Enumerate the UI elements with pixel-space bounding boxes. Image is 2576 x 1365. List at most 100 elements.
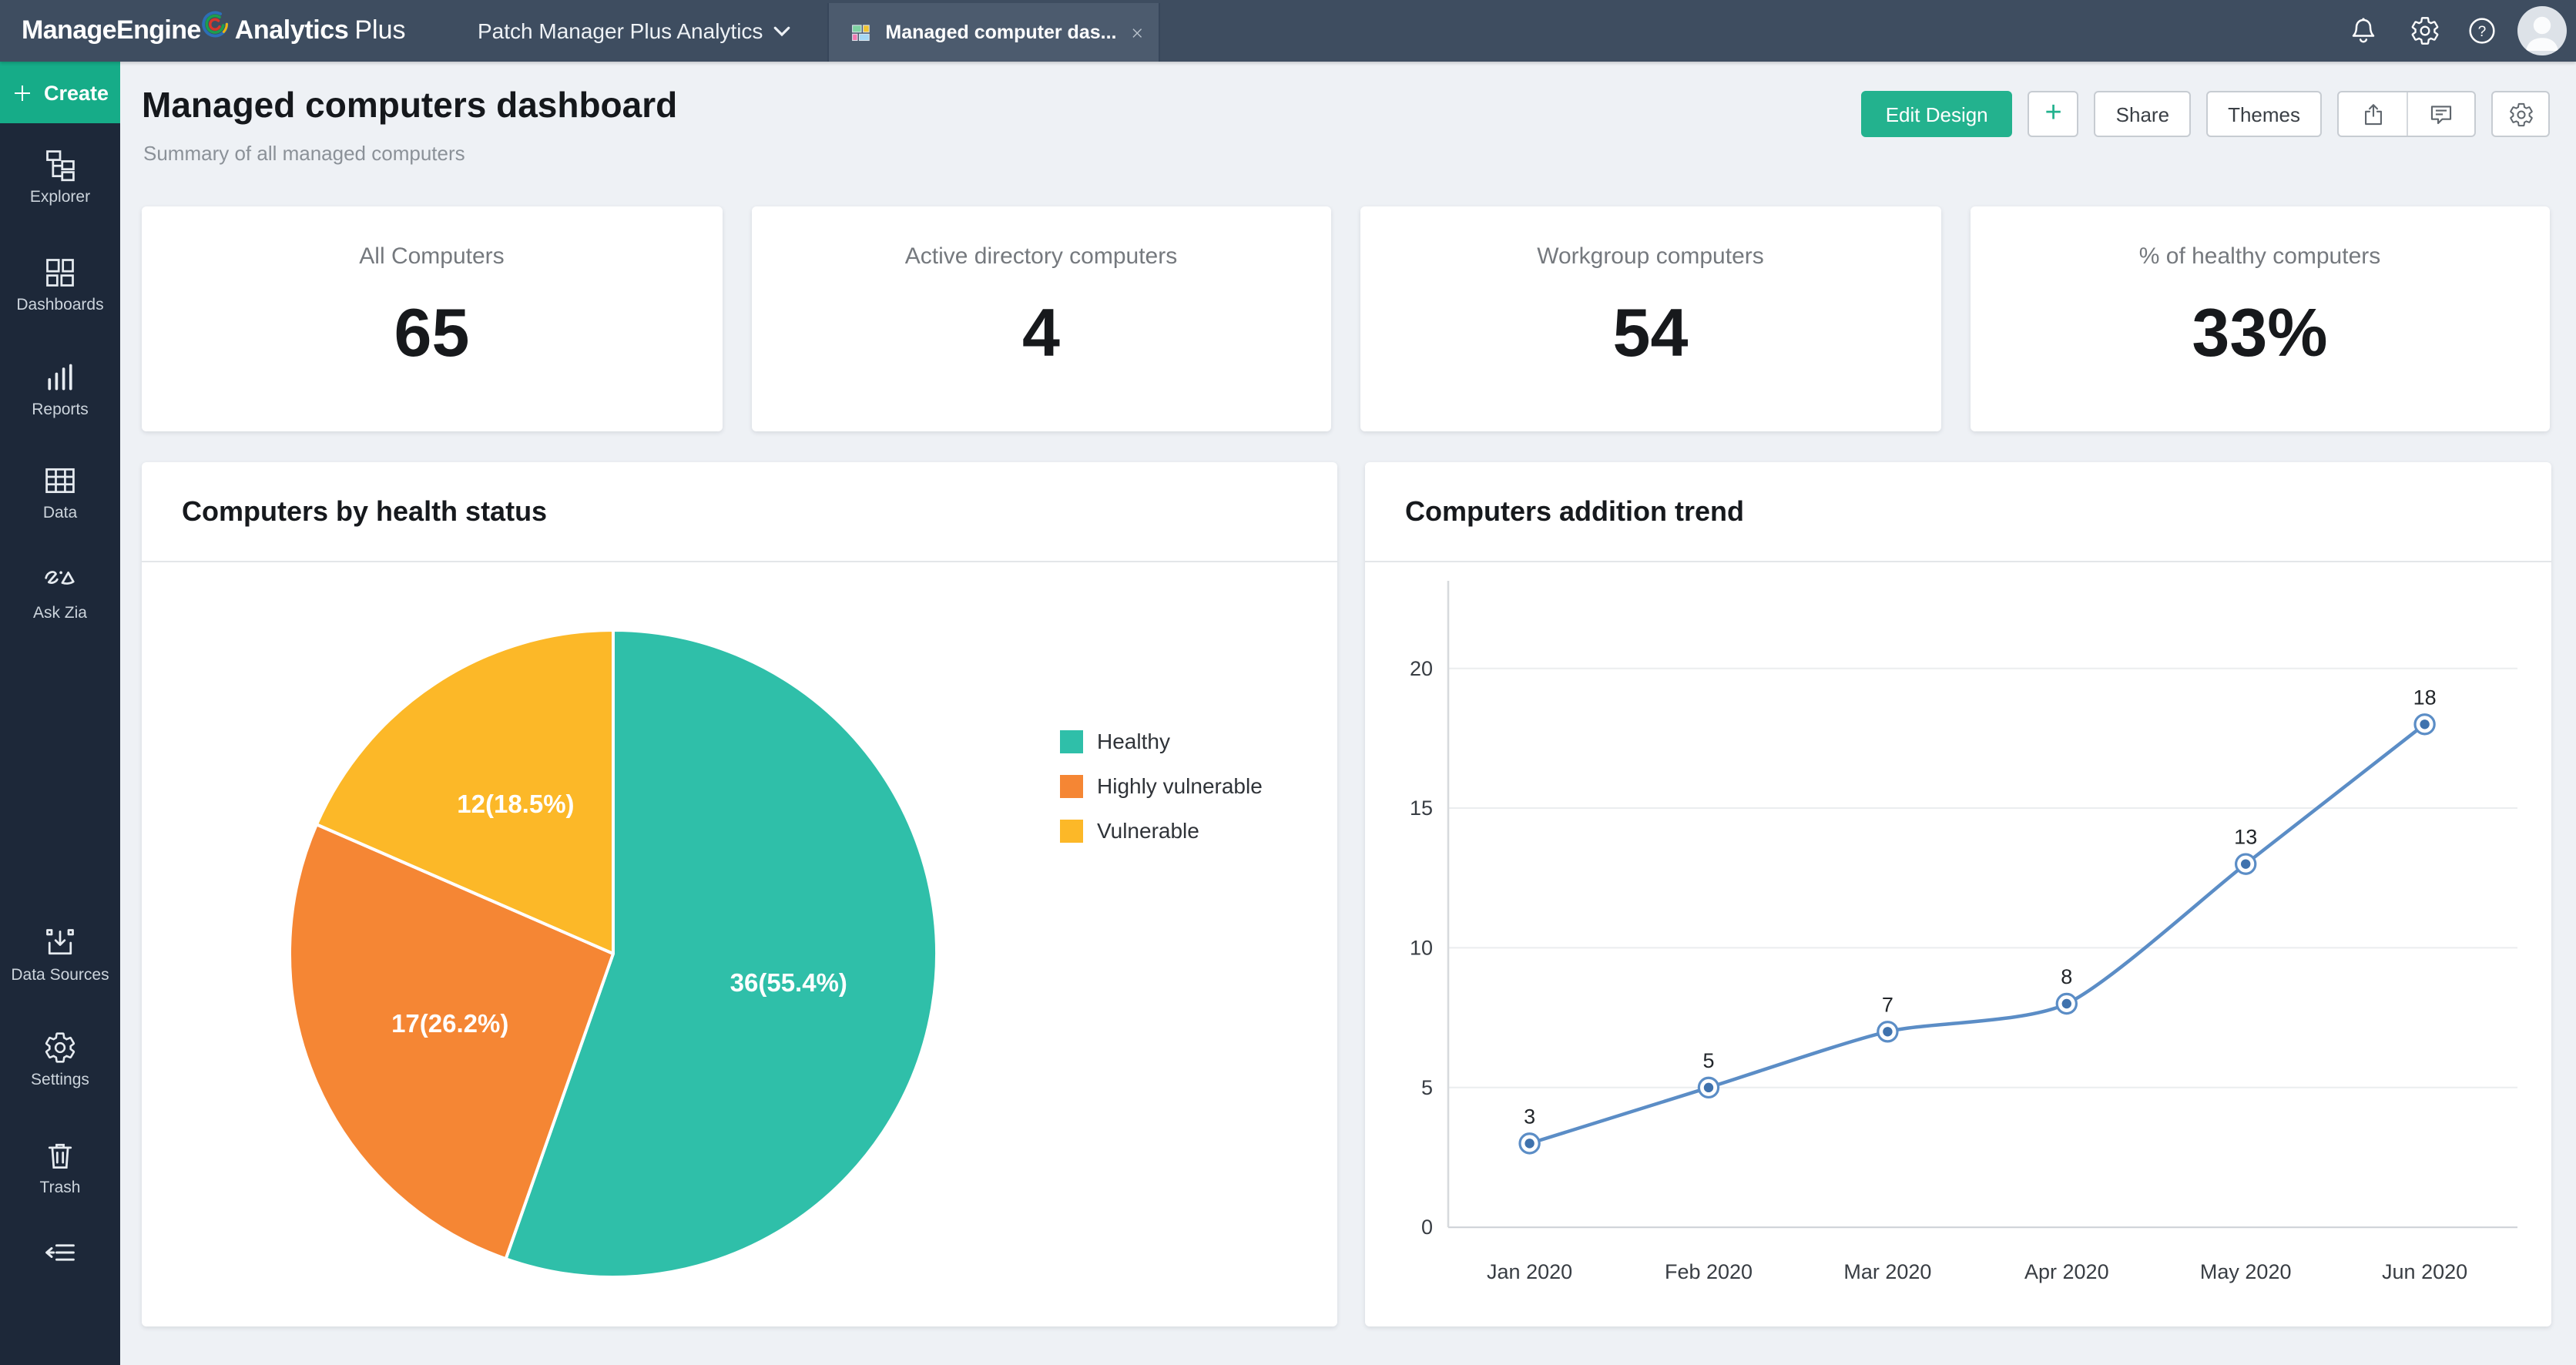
sidebar: Create Explorer Dashboards Reports — [0, 62, 120, 1365]
legend-label: Highly vulnerable — [1097, 773, 1263, 798]
pie-chart-body: 36(55.4%) 17(26.2%) 12(18.5%) Healthy High… — [142, 562, 1337, 1325]
tab-managed-computer-dashboard[interactable]: Managed computer das... — [827, 3, 1160, 62]
kpi-title: Workgroup computers — [1537, 243, 1764, 270]
workspace-dropdown[interactable]: Patch Manager Plus Analytics — [478, 0, 790, 62]
notifications-bell-icon[interactable] — [2348, 15, 2379, 46]
legend-swatch — [1060, 729, 1083, 753]
panel-header: Computers addition trend — [1365, 462, 2551, 562]
svg-text:36(55.4%): 36(55.4%) — [730, 968, 847, 997]
help-icon[interactable]: ? — [2467, 15, 2497, 46]
kpi-title: Active directory computers — [904, 243, 1178, 270]
svg-text:7: 7 — [1882, 993, 1893, 1016]
svg-text:Jan 2020: Jan 2020 — [1487, 1260, 1572, 1283]
main-content: Managed computers dashboard Summary of a… — [120, 62, 2576, 1365]
manageengine-logo[interactable]: ManageEngine Analytics Plus — [22, 0, 406, 62]
edit-design-button[interactable]: Edit Design — [1860, 91, 2013, 137]
sidebar-item-reports[interactable]: Reports — [0, 361, 120, 419]
create-button[interactable]: Create — [0, 62, 120, 123]
product-suffix-text: Plus — [354, 15, 406, 45]
pie-chart[interactable]: 36(55.4%) 17(26.2%) 12(18.5%) — [142, 562, 1337, 1325]
line-chart[interactable]: 0 5 10 15 20 3 5 7 8 13 18 Jan 2020 Feb 2020 Mar 2020… — [1365, 562, 2551, 1325]
share-button[interactable]: Share — [2094, 91, 2192, 137]
manageengine-swoosh-icon — [203, 8, 230, 47]
collapse-sidebar-icon — [45, 1244, 75, 1261]
sidebar-item-dashboards[interactable]: Dashboards — [0, 256, 120, 314]
plus-icon — [15, 85, 31, 100]
sidebar-item-label: Data — [42, 504, 78, 522]
data-table-icon — [45, 468, 75, 494]
svg-text:12(18.5%): 12(18.5%) — [457, 790, 574, 818]
header-actions: Edit Design + Share Themes — [1860, 91, 2550, 137]
svg-text:Mar 2020: Mar 2020 — [1843, 1260, 1931, 1283]
kpi-title: % of healthy computers — [2138, 243, 2381, 270]
svg-text:3: 3 — [1524, 1105, 1535, 1128]
export-comment-group — [2337, 91, 2476, 137]
sidebar-item-label: Settings — [31, 1071, 89, 1089]
workspace-name: Patch Manager Plus Analytics — [478, 18, 763, 43]
sidebar-item-label: Dashboards — [16, 296, 104, 314]
gear-icon — [2509, 102, 2532, 126]
legend-item-vulnerable[interactable]: Vulnerable — [1060, 818, 1263, 843]
sidebar-item-label: Ask Zia — [32, 604, 87, 622]
svg-text:8: 8 — [2061, 965, 2072, 988]
dashboards-icon — [46, 259, 74, 287]
sidebar-item-data-sources[interactable]: Data Sources — [0, 926, 120, 984]
sidebar-item-ask-zia[interactable]: Ask Zia — [0, 564, 120, 622]
tab-close-icon[interactable] — [1130, 22, 1143, 42]
sidebar-item-settings[interactable]: Settings — [0, 1031, 120, 1089]
svg-text:Feb 2020: Feb 2020 — [1665, 1260, 1753, 1283]
sidebar-collapse-toggle[interactable] — [0, 1236, 120, 1269]
line-chart-body: 0 5 10 15 20 3 5 7 8 13 18 Jan 2020 Feb 2020 Mar 2020… — [1365, 562, 2551, 1325]
svg-text:?: ? — [2478, 24, 2487, 40]
product-text: Analytics — [234, 15, 349, 45]
create-label: Create — [43, 81, 109, 104]
legend-label: Healthy — [1097, 729, 1170, 753]
kpi-title: All Computers — [359, 243, 505, 270]
comments-button[interactable] — [2407, 92, 2474, 136]
data-sources-icon — [46, 929, 74, 955]
sidebar-item-trash[interactable]: Trash — [0, 1139, 120, 1197]
add-widget-button[interactable]: + — [2028, 91, 2079, 137]
svg-text:17(26.2%): 17(26.2%) — [391, 1009, 508, 1038]
topbar-settings-gear-icon[interactable] — [2410, 15, 2440, 46]
kpi-value: 4 — [1022, 296, 1060, 371]
user-avatar[interactable] — [2517, 6, 2567, 55]
panel-title: Computers addition trend — [1405, 495, 1744, 526]
settings-gear-icon — [45, 1032, 75, 1063]
kpi-value: 65 — [394, 296, 470, 371]
panel-computers-by-health-status: Computers by health status 36(55.4%) 17(2… — [142, 462, 1337, 1326]
svg-text:13: 13 — [2234, 826, 2257, 849]
sidebar-item-label: Explorer — [29, 188, 91, 206]
trash-icon — [48, 1143, 72, 1169]
svg-text:Jun 2020: Jun 2020 — [2382, 1260, 2467, 1283]
dashboard-tab-icon — [852, 24, 870, 41]
export-button[interactable] — [2339, 92, 2407, 136]
sidebar-item-label: Trash — [39, 1179, 81, 1197]
chevron-down-icon — [774, 25, 790, 36]
sidebar-item-data[interactable]: Data — [0, 464, 120, 522]
dashboard-settings-button[interactable] — [2491, 91, 2550, 137]
kpi-card-workgroup-computers: Workgroup computers 54 — [1360, 206, 1940, 431]
svg-text:10: 10 — [1410, 936, 1433, 959]
kpi-value: 33% — [2192, 296, 2328, 371]
svg-text:20: 20 — [1410, 657, 1433, 680]
reports-icon — [48, 364, 72, 391]
svg-text:May 2020: May 2020 — [2200, 1260, 2292, 1283]
panel-header: Computers by health status — [142, 462, 1337, 562]
svg-text:15: 15 — [1410, 797, 1433, 820]
page-subtitle: Summary of all managed computers — [143, 142, 465, 165]
topbar: ManageEngine Analytics Plus Patch Manage… — [0, 0, 2576, 62]
sidebar-item-explorer[interactable]: Explorer — [0, 148, 120, 206]
legend-swatch — [1060, 819, 1083, 842]
kpi-value: 54 — [1612, 296, 1689, 371]
themes-button[interactable]: Themes — [2206, 91, 2322, 137]
legend-item-highly-vulnerable[interactable]: Highly vulnerable — [1060, 773, 1263, 798]
sidebar-item-label: Data Sources — [11, 966, 109, 984]
svg-text:18: 18 — [2413, 686, 2437, 709]
page-title: Managed computers dashboard — [142, 85, 678, 125]
sidebar-item-label: Reports — [32, 401, 89, 419]
pie-legend: Healthy Highly vulnerable Vulnerable — [1060, 729, 1263, 843]
legend-item-healthy[interactable]: Healthy — [1060, 729, 1263, 753]
ask-zia-icon — [45, 571, 75, 585]
export-icon — [2364, 103, 2381, 125]
